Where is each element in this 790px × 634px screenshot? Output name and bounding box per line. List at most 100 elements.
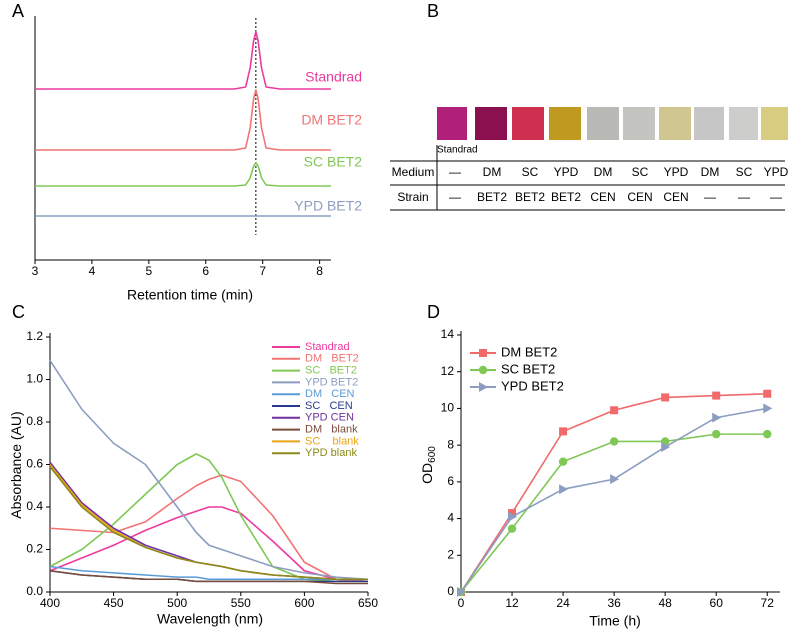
series-line (460, 392, 768, 593)
x-tick-label: 450 (104, 596, 124, 610)
table-cell: — (704, 190, 716, 204)
x-tick-label: 0 (458, 596, 465, 610)
table-cell: SC (632, 165, 649, 179)
x-tick-label: 4 (89, 264, 96, 278)
marker (479, 382, 488, 392)
y-tick-label: 0.8 (26, 414, 43, 428)
table-cell: CEN (590, 190, 615, 204)
y-tick-label: 2 (447, 547, 454, 561)
panel-label: B (427, 1, 439, 21)
y-tick-label: 1.2 (26, 329, 43, 343)
series-line (49, 474, 369, 583)
y-tick-label: 0.6 (26, 457, 43, 471)
marker (712, 429, 721, 439)
marker (508, 511, 518, 522)
table-cell: — (449, 190, 461, 204)
marker (558, 457, 568, 466)
vial-photo (587, 107, 619, 140)
x-tick-label: 6 (202, 264, 209, 278)
legend-label: DM BET2 (501, 344, 557, 359)
marker (507, 524, 517, 533)
marker (763, 429, 772, 439)
marker (712, 391, 721, 400)
legend-label: DM BET2 (305, 353, 359, 365)
legend-label: Standrad (305, 341, 350, 353)
marker (610, 474, 620, 485)
x-tick-label: 36 (607, 596, 621, 610)
y-tick-label: 14 (441, 327, 455, 341)
vial-photo (623, 107, 655, 140)
vial-photo (659, 107, 691, 140)
legend-label: YPD CEN (305, 412, 354, 424)
x-tick-label: 400 (40, 596, 60, 610)
series-label: YPD BET2 (294, 198, 362, 214)
table-cell: — (449, 165, 461, 179)
x-axis-label: Time (h) (589, 613, 641, 629)
y-tick-label: 0.2 (26, 542, 43, 556)
y-axis-label-text: Absorbance (AU) (8, 411, 24, 518)
marker (610, 406, 619, 415)
legend-label: YPD BET2 (501, 378, 564, 393)
y-axis-label-subscript: 600 (427, 446, 438, 463)
marker (508, 509, 517, 518)
vial-photos (437, 107, 788, 140)
y-tick-label: 1.0 (26, 372, 43, 386)
legend-label: SC BET2 (501, 361, 555, 376)
series-line (49, 466, 368, 581)
series-line (35, 89, 331, 151)
marker (559, 484, 569, 495)
table-cell: BET2 (515, 190, 545, 204)
table-cell: BET2 (477, 190, 507, 204)
x-tick-label: 48 (658, 596, 672, 610)
vial-photo (475, 107, 507, 140)
row-header: Medium (392, 165, 435, 179)
series-label: Standrad (305, 69, 362, 85)
panel-label: D (427, 302, 440, 322)
series-line (49, 506, 369, 583)
x-tick-label: 24 (556, 596, 570, 610)
x-tick-label: 600 (294, 596, 314, 610)
legend-label: SC CEN (305, 400, 353, 412)
x-tick-label: 12 (505, 596, 519, 610)
vial-photo (512, 107, 544, 140)
marker (763, 389, 772, 398)
series-line (49, 569, 368, 585)
x-tick-label: 5 (146, 264, 153, 278)
y-axis-label-text: OD (419, 463, 435, 484)
table-cell: BET2 (551, 190, 581, 204)
panel-label: A (12, 1, 24, 21)
x-tick-label: 60 (710, 596, 724, 610)
x-axis-label: Retention time (min) (127, 287, 253, 303)
marker (559, 427, 568, 436)
series-label: DM BET2 (301, 112, 362, 128)
y-tick-label: 4 (447, 511, 454, 525)
table-cell: — (738, 190, 750, 204)
series-line (49, 565, 368, 581)
series-label: SC BET2 (304, 154, 363, 170)
y-axis-label: Absorbance (AU) (8, 411, 24, 518)
table-cell: YPD (764, 165, 789, 179)
x-tick-label: 500 (167, 596, 187, 610)
vial-photo (729, 107, 758, 140)
panel-label: C (12, 302, 25, 322)
legend-label: SC blank (305, 435, 359, 447)
table-cell: CEN (627, 190, 652, 204)
y-tick-label: 0.0 (26, 584, 43, 598)
table-cell: DM (483, 165, 502, 179)
marker (661, 393, 670, 402)
x-tick-label: 650 (358, 596, 378, 610)
x-tick-label: 550 (231, 596, 251, 610)
series-line (35, 31, 331, 90)
table-cell: YPD (664, 165, 689, 179)
row-header: Strain (397, 190, 428, 204)
legend-label: YPD BET2 (305, 376, 358, 388)
x-tick-label: 8 (316, 264, 323, 278)
legend-label: YPD blank (305, 447, 357, 459)
legend-label: SC BET2 (305, 365, 357, 377)
series-line (35, 162, 331, 187)
vial-photo (437, 107, 467, 140)
table-cell: CEN (663, 190, 688, 204)
marker (712, 412, 722, 423)
table-cell: DM (701, 165, 720, 179)
